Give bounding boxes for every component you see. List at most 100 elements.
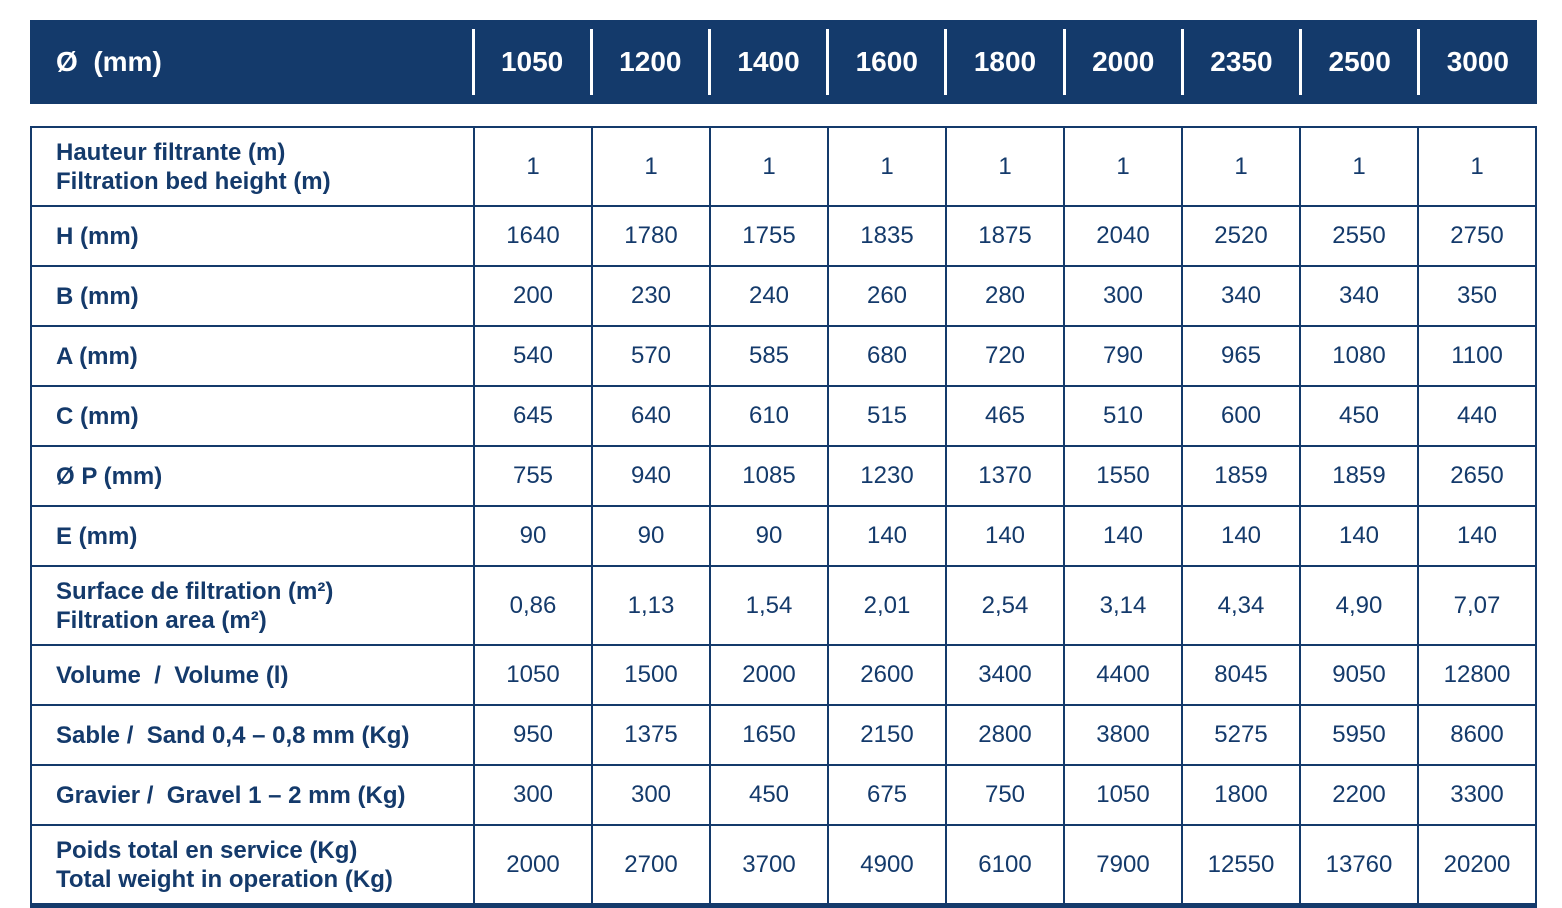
row-label: H (mm)	[32, 207, 473, 265]
value-cell: 12550	[1181, 826, 1299, 903]
value-cell: 300	[591, 766, 709, 824]
value-cell: 750	[945, 766, 1063, 824]
value-cell: 1	[1181, 128, 1299, 205]
value-cell: 140	[1181, 507, 1299, 565]
header-cell: 2000	[1062, 20, 1182, 104]
table-row: C (mm) 645 640 610 515 465 510 600 450 440	[32, 385, 1535, 445]
value-cell: 2150	[827, 706, 945, 764]
value-cell: 350	[1417, 267, 1535, 325]
row-label-line: Ø P (mm)	[56, 462, 163, 490]
value-cell: 1500	[591, 646, 709, 704]
table-row: Hauteur filtrante (m) Filtration bed heig…	[32, 128, 1535, 205]
value-cell: 515	[827, 387, 945, 445]
row-label: Sable / Sand 0,4 – 0,8 mm (Kg)	[32, 706, 473, 764]
value-cell: 2650	[1417, 447, 1535, 505]
header-cell: 1600	[826, 20, 946, 104]
table-row: Gravier / Gravel 1 – 2 mm (Kg) 300 300 450 6…	[32, 764, 1535, 824]
row-label: E (mm)	[32, 507, 473, 565]
value-cell: 2200	[1299, 766, 1417, 824]
value-cell: 1	[1417, 128, 1535, 205]
value-cell: 2520	[1181, 207, 1299, 265]
value-cell: 4,34	[1181, 567, 1299, 644]
row-label-line: Sable / Sand 0,4 – 0,8 mm (Kg)	[56, 721, 410, 749]
value-cell: 1080	[1299, 327, 1417, 385]
value-cell: 510	[1063, 387, 1181, 445]
row-label: Hauteur filtrante (m) Filtration bed heig…	[32, 128, 473, 205]
row-label: Surface de filtration (m²) Filtration are…	[32, 567, 473, 644]
header-cell: 1800	[944, 20, 1064, 104]
table-row: Poids total en service (Kg) Total weight …	[32, 824, 1535, 903]
value-cell: 140	[945, 507, 1063, 565]
value-cell: 12800	[1417, 646, 1535, 704]
row-label-line: Total weight in operation (Kg)	[56, 865, 393, 893]
table-row: H (mm) 1640 1780 1755 1835 1875 2040 2520 2550 27…	[32, 205, 1535, 265]
header-cell: 1200	[589, 20, 709, 104]
row-label: Volume / Volume (l)	[32, 646, 473, 704]
value-cell: 450	[1299, 387, 1417, 445]
row-label-line: C (mm)	[56, 402, 139, 430]
value-cell: 5275	[1181, 706, 1299, 764]
row-label-line: Gravier / Gravel 1 – 2 mm (Kg)	[56, 781, 406, 809]
row-label-line: H (mm)	[56, 222, 139, 250]
value-cell: 140	[1299, 507, 1417, 565]
value-cell: 1	[709, 128, 827, 205]
table-row: Volume / Volume (l) 1050 1500 2000 2600 3400 4…	[32, 644, 1535, 704]
value-cell: 1370	[945, 447, 1063, 505]
value-cell: 2000	[473, 826, 591, 903]
value-cell: 790	[1063, 327, 1181, 385]
value-cell: 140	[1063, 507, 1181, 565]
header-cell: 1400	[707, 20, 827, 104]
table-header-row: Ø (mm) 1050 1200 1400 1600 1800 2000 2350 2500 3…	[30, 20, 1537, 104]
value-cell: 540	[473, 327, 591, 385]
value-cell: 1859	[1299, 447, 1417, 505]
value-cell: 1,54	[709, 567, 827, 644]
value-cell: 1050	[1063, 766, 1181, 824]
header-cell: 2350	[1180, 20, 1300, 104]
value-cell: 340	[1299, 267, 1417, 325]
value-cell: 2600	[827, 646, 945, 704]
value-cell: 230	[591, 267, 709, 325]
row-label: A (mm)	[32, 327, 473, 385]
value-cell: 2800	[945, 706, 1063, 764]
value-cell: 1	[1299, 128, 1417, 205]
value-cell: 1800	[1181, 766, 1299, 824]
value-cell: 4,90	[1299, 567, 1417, 644]
value-cell: 1375	[591, 706, 709, 764]
value-cell: 200	[473, 267, 591, 325]
value-cell: 9050	[1299, 646, 1417, 704]
value-cell: 1,13	[591, 567, 709, 644]
value-cell: 7900	[1063, 826, 1181, 903]
value-cell: 1230	[827, 447, 945, 505]
table-row: A (mm) 540 570 585 680 720 790 965 1080 1100	[32, 325, 1535, 385]
value-cell: 13760	[1299, 826, 1417, 903]
value-cell: 260	[827, 267, 945, 325]
value-cell: 2,54	[945, 567, 1063, 644]
value-cell: 2750	[1417, 207, 1535, 265]
header-diameter-label: Ø (mm)	[56, 46, 162, 77]
value-cell: 1	[1063, 128, 1181, 205]
value-cell: 1780	[591, 207, 709, 265]
value-cell: 675	[827, 766, 945, 824]
value-cell: 1	[473, 128, 591, 205]
table-body: Hauteur filtrante (m) Filtration bed heig…	[30, 126, 1537, 908]
value-cell: 3400	[945, 646, 1063, 704]
value-cell: 1	[827, 128, 945, 205]
value-cell: 755	[473, 447, 591, 505]
row-label: B (mm)	[32, 267, 473, 325]
row-label-line: Surface de filtration (m²)	[56, 577, 334, 605]
row-label: C (mm)	[32, 387, 473, 445]
value-cell: 570	[591, 327, 709, 385]
value-cell: 610	[709, 387, 827, 445]
row-label-line: B (mm)	[56, 282, 139, 310]
value-cell: 90	[709, 507, 827, 565]
value-cell: 2700	[591, 826, 709, 903]
value-cell: 3700	[709, 826, 827, 903]
value-cell: 585	[709, 327, 827, 385]
value-cell: 1650	[709, 706, 827, 764]
value-cell: 280	[945, 267, 1063, 325]
value-cell: 600	[1181, 387, 1299, 445]
value-cell: 2550	[1299, 207, 1417, 265]
value-cell: 940	[591, 447, 709, 505]
value-cell: 720	[945, 327, 1063, 385]
row-label-line: Filtration area (m²)	[56, 606, 267, 634]
